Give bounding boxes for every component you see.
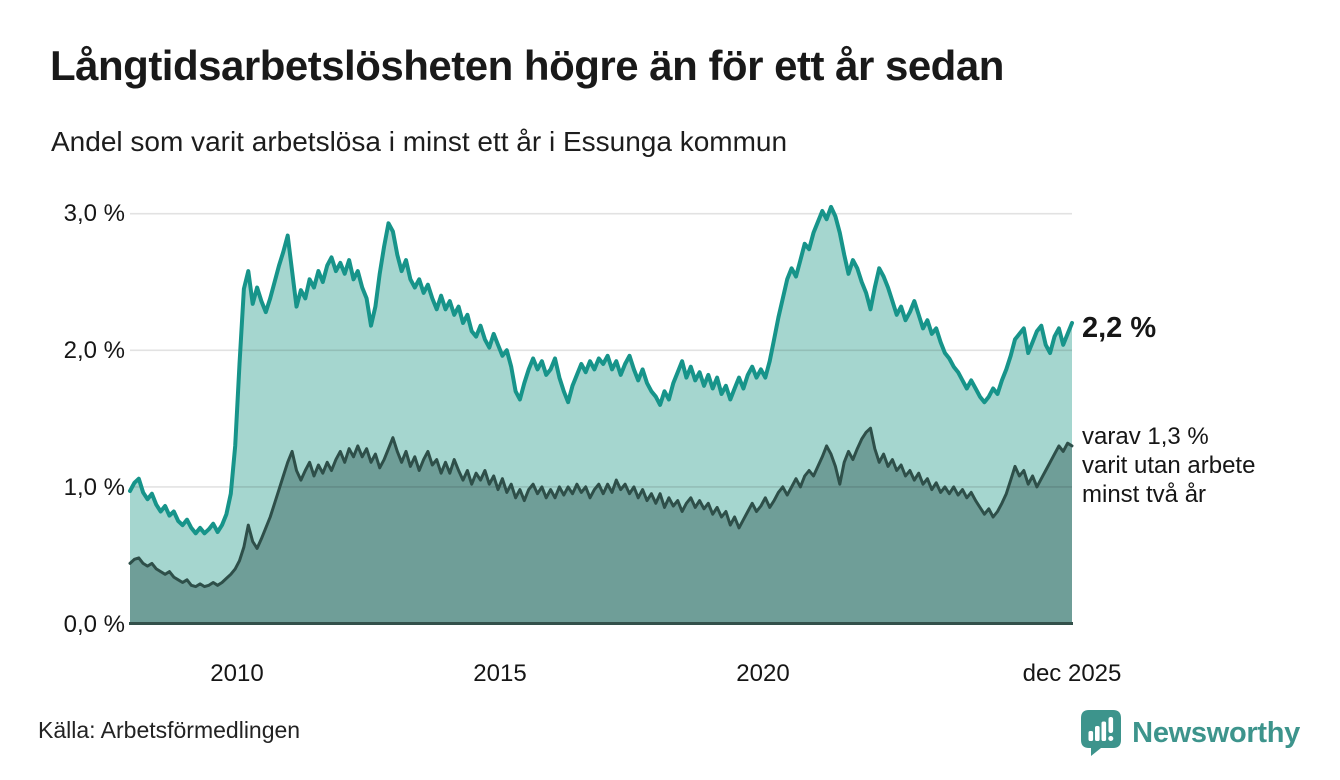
y-axis-tick-2: 2,0 % bbox=[63, 337, 125, 364]
y-axis-tick-0: 0,0 % bbox=[63, 611, 125, 638]
secondary-series-annotation: varav 1,3 % varit utan arbete minst två … bbox=[1082, 422, 1332, 509]
page-subtitle: Andel som varit arbetslösa i minst ett å… bbox=[51, 126, 788, 157]
newsworthy-bubble-chart-icon bbox=[1081, 710, 1122, 756]
newsworthy-wordmark: Newsworthy bbox=[1132, 716, 1300, 749]
secondary-annotation-line-2: varit utan arbete bbox=[1082, 452, 1256, 479]
latest-value-annotation: 2,2 % bbox=[1082, 312, 1157, 344]
y-axis-tick-1: 1,0 % bbox=[63, 474, 125, 501]
source-attribution: Källa: Arbetsförmedlingen bbox=[38, 717, 301, 743]
x-axis-tick-dec-2025: dec 2025 bbox=[1022, 660, 1122, 687]
series-two-line bbox=[128, 426, 1074, 589]
x-axis-tick-2020: 2020 bbox=[736, 660, 790, 687]
y-axis-tick-3: 3,0 % bbox=[63, 200, 125, 227]
x-axis-tick-2015: 2015 bbox=[473, 660, 527, 687]
secondary-annotation-line-1: varav 1,3 % bbox=[1082, 423, 1209, 450]
secondary-annotation-line-3: minst två år bbox=[1082, 481, 1207, 508]
series-one-line bbox=[128, 204, 1074, 536]
newsworthy-logo: Newsworthy bbox=[1081, 710, 1300, 756]
page-title: Långtidsarbetslösheten högre än för ett … bbox=[50, 42, 1004, 89]
x-axis-tick-2010: 2010 bbox=[210, 660, 264, 687]
